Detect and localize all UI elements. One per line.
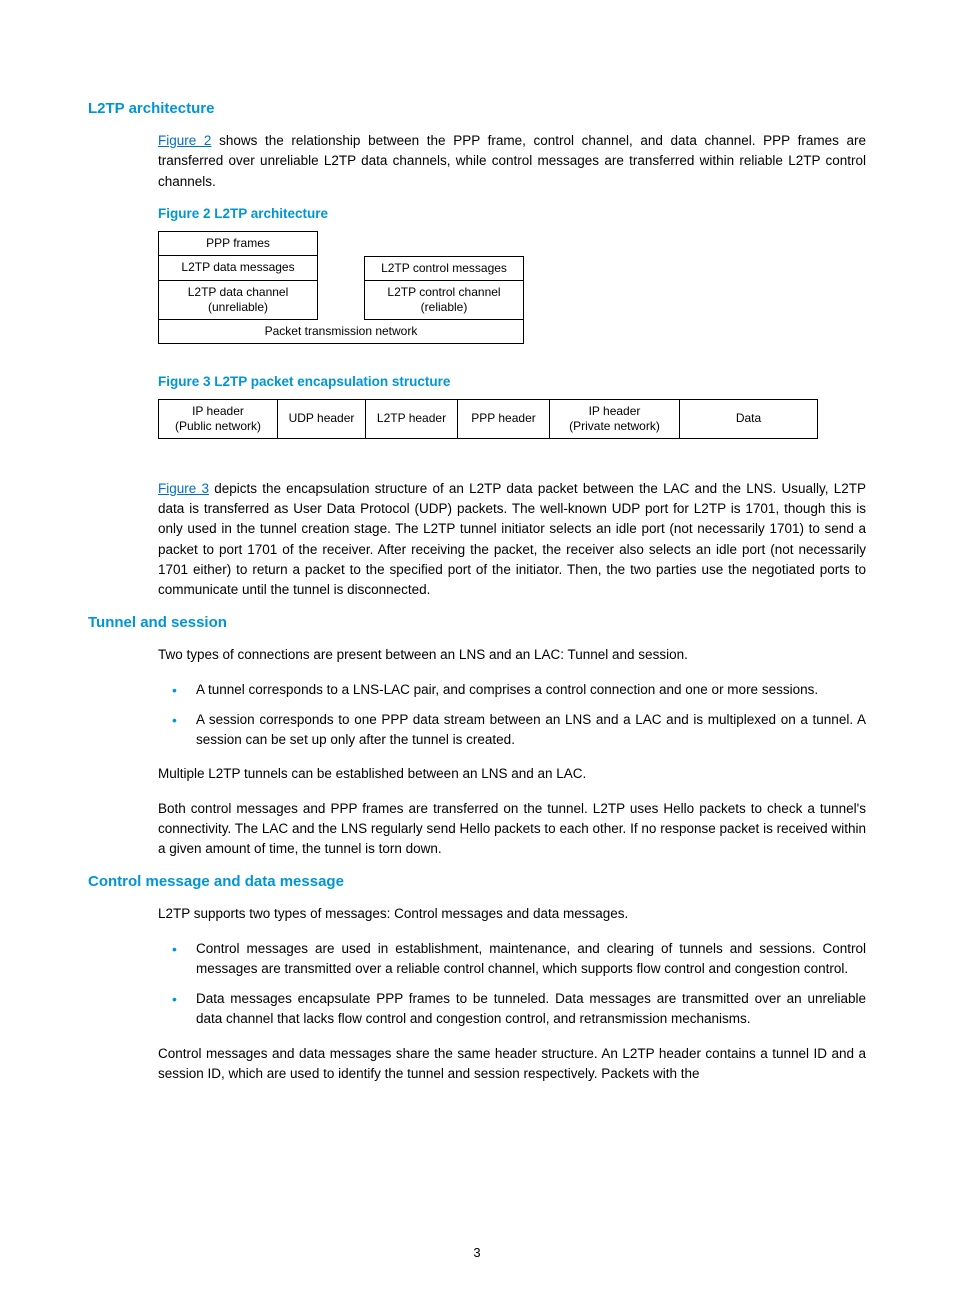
figure-2-link[interactable]: Figure 2 [158, 133, 211, 148]
para-encap: Figure 3 depicts the encapsulation struc… [158, 479, 866, 601]
fig3-c1-l2: (Public network) [175, 419, 261, 433]
para-multi-tunnel: Multiple L2TP tunnels can be established… [158, 764, 866, 784]
fig3-cell-udp: UDP header [278, 399, 366, 439]
heading-l2tp-architecture: L2TP architecture [88, 100, 866, 117]
para-encap-text: depicts the encapsulation structure of a… [158, 481, 866, 597]
fig2-cell-ctrl-msg: L2TP control messages [364, 256, 524, 281]
fig2-cell-ppp: PPP frames [158, 231, 318, 256]
fig3-c1-l1: IP header [192, 404, 244, 418]
fig2-data-ch-l2: (unreliable) [208, 300, 268, 314]
para-arch-intro-text: shows the relationship between the PPP f… [158, 133, 866, 189]
fig2-ctrl-ch-l2: (reliable) [421, 300, 468, 314]
heading-control-data-msg: Control message and data message [88, 873, 866, 890]
para-tunnel-intro: Two types of connections are present bet… [158, 645, 866, 665]
para-header-struct: Control messages and data messages share… [158, 1044, 866, 1085]
fig3-cell-ppp: PPP header [458, 399, 550, 439]
fig3-c5-l1: IP header [589, 404, 641, 418]
fig2-cell-ctrl-ch: L2TP control channel (reliable) [364, 281, 524, 320]
fig2-data-ch-l1: L2TP data channel [188, 285, 289, 299]
fig2-cell-data-msg: L2TP data messages [158, 256, 318, 281]
figure-3-caption: Figure 3 L2TP packet encapsulation struc… [158, 374, 866, 389]
figure-3-link[interactable]: Figure 3 [158, 481, 209, 496]
list-msg-types: Control messages are used in establishme… [158, 939, 866, 1030]
page-number: 3 [0, 1245, 954, 1260]
fig2-cell-data-ch: L2TP data channel (unreliable) [158, 281, 318, 320]
list-item: A tunnel corresponds to a LNS-LAC pair, … [158, 680, 866, 700]
list-item: Data messages encapsulate PPP frames to … [158, 989, 866, 1030]
fig3-cell-l2tp: L2TP header [366, 399, 458, 439]
para-arch-intro: Figure 2 shows the relationship between … [158, 131, 866, 192]
fig3-cell-ip-public: IP header (Public network) [158, 399, 278, 439]
figure-2-diagram: PPP frames L2TP data messages L2TP contr… [158, 231, 866, 344]
para-msg-types: L2TP supports two types of messages: Con… [158, 904, 866, 924]
list-item: A session corresponds to one PPP data st… [158, 710, 866, 751]
fig2-ctrl-ch-l1: L2TP control channel [387, 285, 500, 299]
fig2-cell-net: Packet transmission network [158, 320, 524, 344]
para-hello: Both control messages and PPP frames are… [158, 799, 866, 860]
fig3-cell-ip-private: IP header (Private network) [550, 399, 680, 439]
fig3-c5-l2: (Private network) [569, 419, 660, 433]
list-item: Control messages are used in establishme… [158, 939, 866, 980]
list-tunnel-types: A tunnel corresponds to a LNS-LAC pair, … [158, 680, 866, 751]
figure-2-caption: Figure 2 L2TP architecture [158, 206, 866, 221]
figure-3-diagram: IP header (Public network) UDP header L2… [158, 399, 866, 439]
heading-tunnel-session: Tunnel and session [88, 614, 866, 631]
fig3-cell-data: Data [680, 399, 818, 439]
